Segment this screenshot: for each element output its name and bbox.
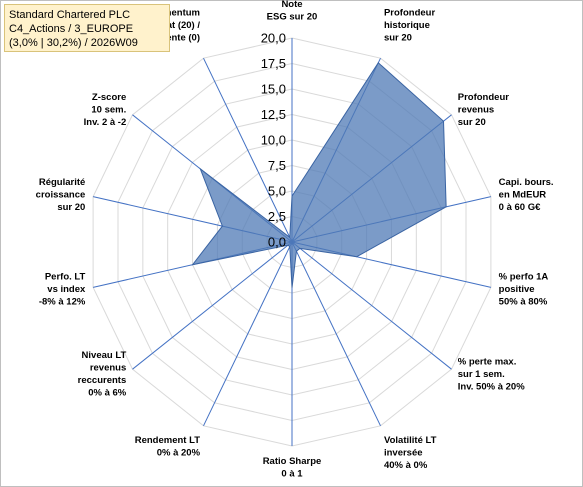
axis-label-line: 0 à 1: [281, 469, 303, 480]
tick-label: 17,5: [261, 56, 286, 71]
data-series: [191, 62, 447, 288]
axis-label-line: reccurents: [78, 375, 127, 386]
axis-label-line: sur 20: [384, 32, 412, 43]
tick-label: 5,0: [268, 184, 286, 199]
axis-label-line: revenus: [458, 105, 494, 116]
axis-label-line: 0% à 20%: [157, 448, 201, 459]
tick-label: 2,5: [268, 209, 286, 224]
tick-labels: 0,0 2,5 5,0 7,5 10,0 12,5 15,0 17,5 20,0: [261, 31, 286, 250]
series-area: [191, 62, 447, 288]
axis-label-line: Perfo. LT: [45, 271, 86, 282]
axis-spoke: [132, 241, 293, 370]
axis-label-line: Inv. 2 à -2: [84, 117, 127, 128]
axis-spoke: [203, 57, 293, 243]
title-box: Standard Chartered PLC C4_Actions / 3_EU…: [4, 4, 170, 52]
axis-label-line: Ratio Sharpe: [263, 456, 322, 467]
axis-label-line: Niveau LT: [82, 350, 127, 361]
axis-label-line: % perte max.: [458, 356, 517, 367]
axis-label: Capi. bours. en MdEUR 0 à 60 G€: [499, 177, 554, 213]
axis-label: % perte max. sur 1 sem. Inv. 50% à 20%: [458, 356, 525, 392]
axis-label: Profondeur historique sur 20: [384, 7, 435, 43]
title-line-3: (3,0% | 30,2%) / 2026W09: [9, 37, 138, 49]
axis-label-line: sur 20: [57, 202, 85, 213]
axis-spoke: [291, 241, 381, 427]
axis-label-line: Vente (0): [160, 32, 200, 43]
title-line-2: C4_Actions / 3_EUROPE: [9, 23, 134, 35]
axis-label-line: en MdEUR: [499, 190, 547, 201]
axis-label-line: Achat (20) /: [149, 20, 201, 31]
axis-label-line: Profondeur: [458, 92, 509, 103]
axis-label: Perfo. LT vs index -8% à 12%: [39, 271, 86, 307]
axis-label-line: Volatilité LT: [384, 435, 437, 446]
tick-label: 0,0: [268, 235, 286, 250]
axis-label-line: sur 20: [458, 117, 486, 128]
axis-label-line: vs index: [47, 284, 86, 295]
axis-label-line: -8% à 12%: [39, 296, 86, 307]
axis-label: Profondeur revenus sur 20: [458, 92, 509, 128]
axis-label: % perfo 1A positive 50% à 80%: [499, 271, 549, 307]
axis-label-line: historique: [384, 20, 430, 31]
axis-label-line: Momentum: [149, 7, 200, 18]
tick-label: 10,0: [261, 133, 286, 148]
tick-label: 7,5: [268, 158, 286, 173]
axis-label-line: Régularité: [39, 177, 85, 188]
axis-label-line: Z-score: [92, 92, 126, 103]
tick-label: 15,0: [261, 82, 286, 97]
axis-label-line: ESG sur 20: [267, 12, 318, 23]
axis-spoke: [291, 241, 452, 370]
axis-label-line: croissance: [36, 190, 86, 201]
axis-label-line: 0 à 60 G€: [499, 202, 541, 213]
tick-label: 20,0: [261, 31, 286, 46]
axis-label-line: inversée: [384, 448, 423, 459]
axis-label-line: Note: [281, 0, 302, 10]
axis-label-line: Capi. bours.: [499, 177, 554, 188]
axis-spoke: [203, 241, 293, 427]
axis-label: Niveau LT revenus reccurents 0% à 6%: [78, 350, 127, 399]
axis-label: Note ESG sur 20: [267, 0, 318, 23]
axis-label-line: Inv. 50% à 20%: [458, 381, 525, 392]
axis-label: Régularité croissance sur 20: [36, 177, 86, 213]
axis-label-line: 10 sem.: [91, 105, 126, 116]
axis-label: Ratio Sharpe 0 à 1: [263, 456, 322, 480]
axis-label-line: 0% à 6%: [88, 388, 127, 399]
title-line-1: Standard Chartered PLC: [9, 9, 131, 21]
axis-label: Volatilité LT inversée 40% à 0%: [384, 435, 437, 471]
axis-label-line: revenus: [90, 363, 126, 374]
axis-label: Rendement LT 0% à 20%: [135, 435, 201, 459]
tick-label: 12,5: [261, 107, 286, 122]
axis-label-line: Rendement LT: [135, 435, 200, 446]
axis-label-line: sur 1 sem.: [458, 369, 505, 380]
axis-label: Z-score 10 sem. Inv. 2 à -2: [84, 92, 127, 128]
axis-label: Momentum Achat (20) / Vente (0): [149, 7, 201, 43]
axis-label-line: Profondeur: [384, 7, 435, 18]
axis-label-line: 40% à 0%: [384, 460, 428, 471]
axis-label-line: 50% à 80%: [499, 296, 548, 307]
axis-labels: Note ESG sur 20 Profondeur historique sur 20…: [36, 0, 554, 480]
axis-label-line: % perfo 1A: [499, 271, 549, 282]
axis-label-line: positive: [499, 284, 535, 295]
